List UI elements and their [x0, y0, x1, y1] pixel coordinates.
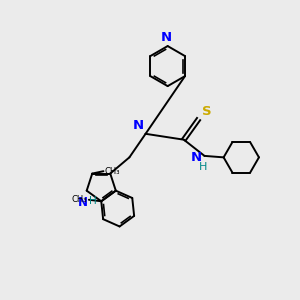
Text: H: H — [199, 162, 207, 172]
Text: H: H — [89, 196, 97, 206]
Text: N: N — [78, 196, 88, 209]
Text: CH₃: CH₃ — [72, 195, 87, 204]
Text: N: N — [133, 119, 144, 132]
Text: S: S — [202, 105, 212, 118]
Text: CH₃: CH₃ — [105, 167, 120, 176]
Text: N: N — [160, 31, 172, 44]
Text: N: N — [190, 151, 202, 164]
